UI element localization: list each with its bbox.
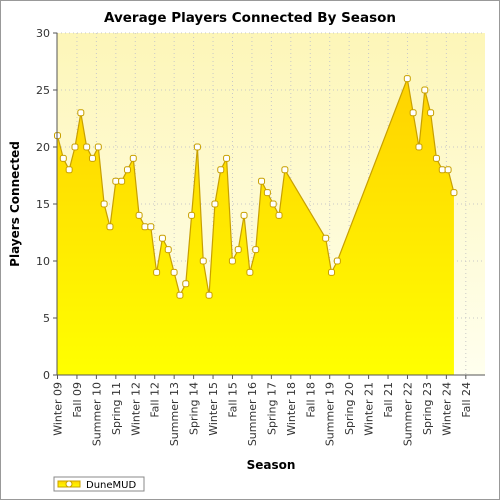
- x-tick-label: Fall 12: [149, 382, 162, 418]
- data-point: [141, 223, 149, 231]
- data-point: [263, 189, 271, 197]
- x-tick-label: Winter 24: [440, 382, 453, 436]
- data-point: [199, 257, 207, 265]
- y-tick-label: 0: [43, 369, 50, 382]
- chart-title: Average Players Connected By Season: [104, 10, 396, 26]
- data-point: [153, 268, 161, 276]
- data-point: [135, 211, 143, 219]
- data-point: [129, 154, 137, 162]
- x-tick-label: Fall 24: [460, 382, 473, 418]
- data-point: [427, 109, 435, 117]
- data-point: [65, 166, 73, 174]
- data-point: [223, 154, 231, 162]
- data-point: [228, 257, 236, 265]
- legend: DuneMUD: [53, 476, 145, 492]
- x-tick-label: Winter 15: [207, 382, 220, 436]
- data-point: [322, 234, 330, 242]
- data-point: [240, 211, 248, 219]
- x-axis-label: Season: [247, 458, 296, 472]
- data-point: [147, 223, 155, 231]
- y-tick-label: 25: [36, 84, 50, 97]
- data-point: [403, 75, 411, 83]
- x-tick-label: Spring 14: [188, 382, 201, 435]
- series-area-fill: [57, 78, 454, 375]
- data-point: [176, 291, 184, 299]
- x-tick-label: Fall 09: [71, 382, 84, 418]
- data-point: [77, 109, 85, 117]
- x-tick-label: Summer 16: [246, 382, 259, 446]
- data-point: [170, 268, 178, 276]
- x-axis-ticks: Winter 09 Fall 09 Summer 10 Spring 11 Winter…: [52, 375, 473, 446]
- x-tick-label: Spring 11: [110, 382, 123, 435]
- data-point: [71, 143, 79, 151]
- x-tick-label: Winter 18: [285, 382, 298, 436]
- data-point: [252, 246, 260, 254]
- x-tick-label: Summer 10: [90, 382, 103, 446]
- x-tick-label: Fall 18: [304, 382, 317, 418]
- data-point: [333, 257, 341, 265]
- x-tick-label: Winter 21: [363, 382, 376, 436]
- data-point: [269, 200, 277, 208]
- data-point: [188, 211, 196, 219]
- legend-marker: [65, 480, 73, 488]
- x-tick-label: Spring 17: [265, 382, 278, 435]
- x-tick-label: Winter 09: [52, 382, 65, 436]
- data-point: [118, 177, 126, 185]
- data-point: [438, 166, 446, 174]
- data-point: [211, 200, 219, 208]
- y-axis-ticks: 0 5 10 15 20 25 30: [36, 27, 57, 382]
- y-tick-label: 10: [36, 255, 50, 268]
- series-area: [56, 76, 455, 375]
- y-tick-label: 30: [36, 27, 50, 40]
- data-point: [432, 154, 440, 162]
- data-point: [281, 166, 289, 174]
- x-tick-label: Fall 15: [226, 382, 239, 418]
- data-point: [164, 246, 172, 254]
- series-markers: [54, 75, 458, 299]
- data-point: [258, 177, 266, 185]
- x-tick-label: Summer 22: [401, 382, 414, 446]
- data-point: [182, 280, 190, 288]
- x-tick-label: Fall 21: [382, 382, 395, 418]
- data-point: [100, 200, 108, 208]
- x-tick-label: Summer 13: [168, 382, 181, 446]
- data-point: [94, 143, 102, 151]
- data-point: [88, 154, 96, 162]
- y-tick-label: 5: [43, 312, 50, 325]
- data-point: [415, 143, 423, 151]
- y-tick-label: 15: [36, 198, 50, 211]
- x-tick-label: Winter 12: [129, 382, 142, 436]
- x-tick-label: Spring 23: [421, 382, 434, 435]
- data-point: [59, 154, 67, 162]
- data-point: [205, 291, 213, 299]
- data-point: [409, 109, 417, 117]
- series-line: [56, 76, 455, 297]
- data-point: [193, 143, 201, 151]
- data-point: [83, 143, 91, 151]
- data-point: [246, 268, 254, 276]
- x-tick-label: Summer 19: [324, 382, 337, 446]
- y-tick-label: 20: [36, 141, 50, 154]
- data-point: [112, 177, 120, 185]
- data-point: [444, 166, 452, 174]
- data-point: [123, 166, 131, 174]
- data-point: [275, 211, 283, 219]
- data-point: [328, 268, 336, 276]
- x-tick-label: Spring 20: [343, 382, 356, 435]
- legend-label: DuneMUD: [86, 480, 136, 491]
- data-point: [421, 86, 429, 94]
- y-axis-label: Players Connected: [8, 141, 22, 267]
- data-point: [158, 234, 166, 242]
- data-point: [234, 246, 242, 254]
- data-point: [450, 189, 458, 197]
- data-point: [106, 223, 114, 231]
- data-point: [217, 166, 225, 174]
